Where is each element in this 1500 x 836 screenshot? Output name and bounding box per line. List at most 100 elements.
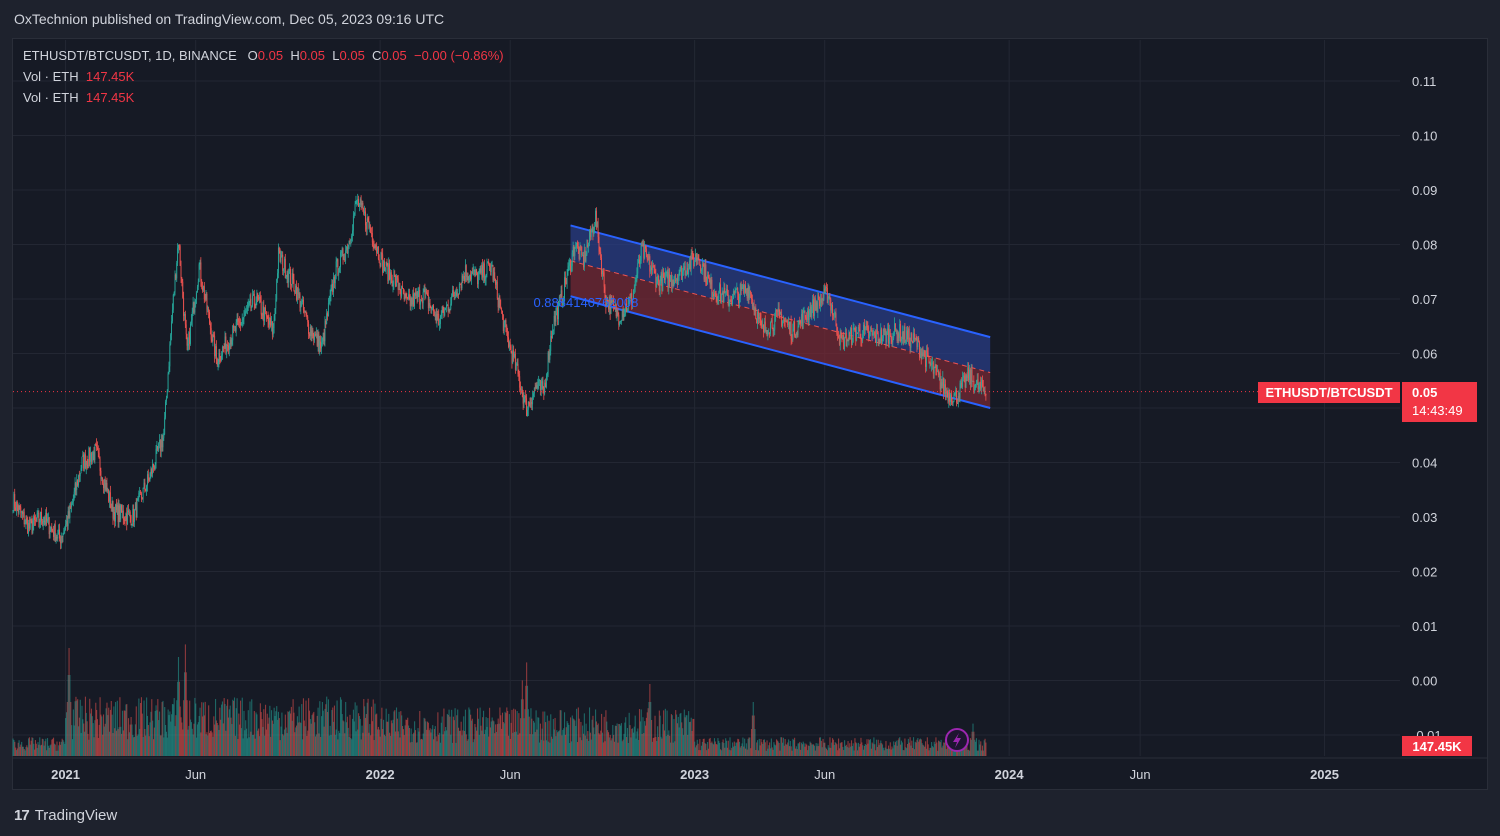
candle-body — [614, 305, 615, 307]
volume-bar — [55, 750, 57, 756]
candle-body — [688, 268, 690, 275]
channel-upper-fill — [570, 225, 991, 373]
volume-bar — [648, 702, 650, 756]
volume-bar — [101, 716, 103, 756]
candle-body — [692, 253, 694, 260]
candle-body — [43, 520, 45, 522]
volume-bar — [35, 743, 37, 756]
candle-body — [489, 264, 490, 267]
volume-bar — [309, 719, 311, 756]
candle-body — [443, 312, 445, 316]
candle-body — [177, 244, 179, 249]
volume-bar — [766, 740, 768, 756]
volume-bar — [624, 722, 626, 756]
volume-bar — [669, 742, 672, 756]
volume-bar — [622, 739, 624, 756]
chart-legend: ETHUSDT/BTCUSDT, 1D, BINANCE O0.05 H0.05… — [23, 45, 504, 108]
volume-bar — [945, 749, 947, 756]
candle-body — [103, 479, 105, 489]
candle-body — [230, 339, 232, 345]
candle-body — [252, 295, 254, 306]
candle-body — [521, 389, 523, 393]
candle-body — [675, 279, 677, 281]
candle-body — [664, 273, 666, 280]
volume-bar — [258, 728, 260, 756]
candle-body — [381, 252, 383, 255]
volume-bar — [378, 729, 380, 756]
volume-bar — [756, 742, 758, 756]
volume-bar — [717, 738, 719, 756]
candle-body — [95, 444, 97, 446]
candle-body — [867, 327, 869, 330]
candle-body — [332, 283, 334, 292]
candle-body — [192, 302, 194, 312]
volume-bar — [847, 741, 849, 756]
candle-body — [592, 226, 594, 235]
volume-bar — [20, 744, 22, 756]
volume-bar — [974, 739, 976, 756]
candle-body — [197, 281, 199, 287]
x-tick-label: 2021 — [51, 767, 80, 782]
volume-bar — [260, 712, 262, 756]
volume-bar — [437, 712, 439, 756]
candle-body — [912, 341, 914, 343]
symbol-badge: ETHUSDT/BTCUSDT — [1265, 385, 1392, 400]
volume-bar — [301, 704, 303, 756]
volume-bar — [785, 744, 787, 756]
candle-body — [703, 265, 705, 280]
volume-bar — [96, 709, 98, 756]
volume-bar — [265, 729, 267, 756]
candle-body — [229, 339, 231, 349]
candle-body — [101, 477, 103, 479]
candle-body — [140, 491, 141, 494]
candle-body — [187, 343, 189, 346]
lightning-icon[interactable] — [945, 728, 969, 752]
candle-body — [326, 313, 328, 325]
volume-bar — [652, 738, 654, 756]
volume-bar — [395, 707, 398, 756]
candle-body — [462, 276, 464, 279]
volume-bar — [411, 742, 413, 756]
candle-body — [346, 246, 348, 254]
volume-bar — [734, 745, 736, 756]
volume-bar — [745, 743, 747, 756]
candle-body — [358, 198, 359, 207]
volume-bar — [577, 707, 579, 756]
candle-body — [694, 260, 696, 267]
volume-bar — [702, 738, 704, 756]
candle-body — [899, 324, 901, 338]
candle-body — [593, 229, 595, 235]
volume-bar — [823, 742, 825, 756]
candle-body — [695, 254, 697, 262]
chart-grid — [13, 40, 1400, 756]
volume-bar — [925, 748, 928, 756]
chart-frame[interactable] — [12, 38, 1488, 790]
channel-lower-line — [570, 295, 991, 409]
volume-bar — [591, 719, 593, 756]
volume-bar — [389, 732, 391, 756]
volume-bar — [840, 742, 842, 756]
volume-bar — [950, 745, 953, 756]
volume-bar — [638, 709, 641, 756]
candle-body — [423, 289, 425, 293]
volume-bar — [511, 709, 513, 756]
volume-bar — [197, 722, 199, 756]
candle-body — [697, 257, 699, 260]
candle-body — [495, 278, 497, 285]
volume-bar — [279, 740, 281, 756]
candle-body — [881, 329, 883, 342]
candle-body — [637, 263, 639, 274]
volume-bar — [439, 732, 441, 756]
volume-bar — [208, 732, 211, 756]
volume-bar — [275, 711, 277, 756]
candle-body — [271, 321, 272, 326]
volume-bar — [362, 732, 364, 756]
candle-body — [314, 334, 316, 341]
candle-body — [978, 386, 980, 390]
volume-bar — [423, 717, 425, 756]
candle-body — [309, 326, 311, 337]
volume-bar — [520, 699, 523, 756]
volume-bar — [911, 740, 913, 756]
candle-body — [799, 320, 801, 322]
